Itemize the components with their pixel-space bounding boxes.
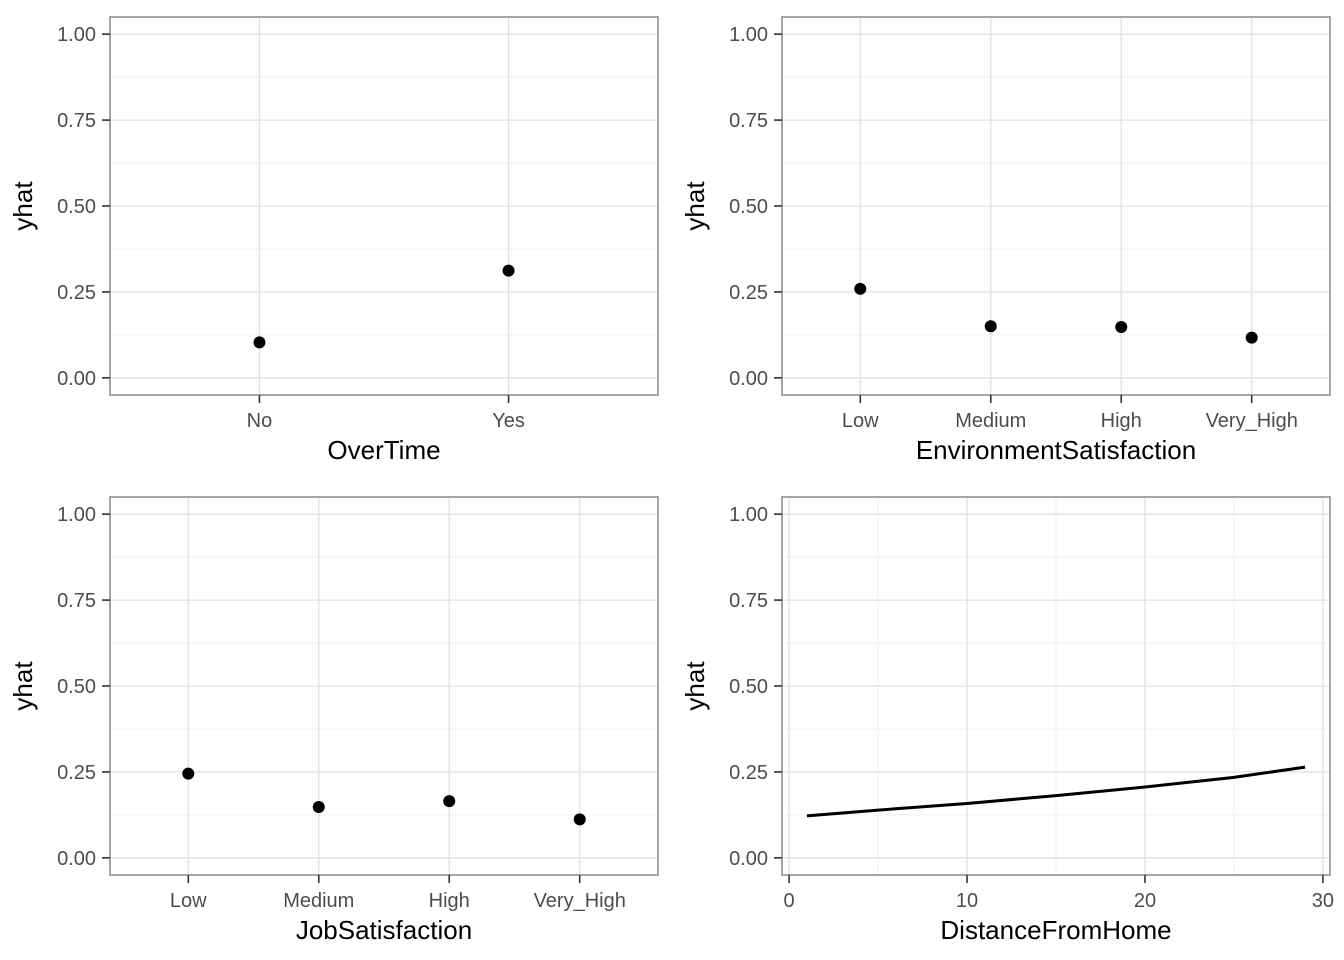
- y-tick-label: 0.00: [57, 848, 96, 870]
- x-tick-label: 20: [1134, 890, 1156, 912]
- data-point: [1115, 320, 1128, 333]
- data-point: [182, 767, 195, 780]
- x-tick-label: Medium: [955, 410, 1026, 432]
- y-tick-label: 0.25: [57, 762, 96, 784]
- data-point: [573, 813, 586, 826]
- chart-distance-from-home: 0.00 0.25 0.50 0.75 1.00 0 10 20 30 DistanceFromH…: [680, 496, 1334, 945]
- y-tick-label: 0.00: [729, 848, 768, 870]
- y-tick-label: 0.50: [57, 676, 96, 698]
- x-tick-label: No: [247, 410, 273, 432]
- x-tick-label: Very_High: [1206, 410, 1298, 432]
- chart-job-satisfaction: 0.00 0.25 0.50 0.75 1.00 Low Medium High Very_Hi…: [8, 496, 659, 945]
- y-tick-label: 0.75: [57, 110, 96, 132]
- y-tick-label: 0.75: [729, 110, 768, 132]
- x-tick-label: Low: [842, 410, 879, 432]
- x-tick-label: Yes: [492, 410, 525, 432]
- y-tick-label: 1.00: [729, 504, 768, 526]
- y-tick-label: 0.75: [57, 590, 96, 612]
- y-tick-label: 0.50: [729, 196, 768, 218]
- x-tick-label: Low: [170, 890, 207, 912]
- y-tick-label: 0.25: [57, 282, 96, 304]
- data-point: [984, 320, 997, 333]
- y-tick-label: 0.50: [57, 196, 96, 218]
- y-tick-label: 0.25: [729, 282, 768, 304]
- data-point: [443, 795, 456, 808]
- y-axis-title: yhat: [8, 181, 38, 231]
- y-tick-label: 0.75: [729, 590, 768, 612]
- x-tick-label: 10: [956, 890, 978, 912]
- chart-environment-satisfaction: 0.00 0.25 0.50 0.75 1.00 Low Medium High Very_Hi…: [680, 16, 1331, 465]
- chart-overtime: 0.00 0.25 0.50 0.75 1.00 No Yes OverTime yhat: [8, 16, 659, 465]
- y-tick-label: 1.00: [729, 24, 768, 46]
- y-tick-label: 0.00: [729, 368, 768, 390]
- y-tick-label: 1.00: [57, 504, 96, 526]
- x-tick-label: Medium: [283, 890, 354, 912]
- data-point: [253, 336, 266, 349]
- y-tick-label: 0.25: [729, 762, 768, 784]
- x-tick-label: Very_High: [534, 890, 626, 912]
- data-point: [312, 800, 325, 813]
- x-tick-label: 30: [1312, 890, 1334, 912]
- y-axis-title: yhat: [8, 661, 38, 711]
- y-axis-title: yhat: [680, 661, 710, 711]
- x-axis-title: DistanceFromHome: [940, 915, 1171, 945]
- data-point: [1245, 331, 1258, 344]
- x-tick-label: 0: [784, 890, 795, 912]
- y-tick-label: 1.00: [57, 24, 96, 46]
- panel-distance-from-home: 0.00 0.25 0.50 0.75 1.00 0 10 20 30 DistanceFromH…: [672, 480, 1344, 960]
- data-line: [806, 765, 1306, 818]
- panel-job-satisfaction: 0.00 0.25 0.50 0.75 1.00 Low Medium High Very_Hi…: [0, 480, 672, 960]
- x-axis-title: OverTime: [327, 435, 440, 465]
- x-axis-title: JobSatisfaction: [296, 915, 472, 945]
- data-point: [854, 282, 867, 295]
- y-tick-label: 0.00: [57, 368, 96, 390]
- panel-environment-satisfaction: 0.00 0.25 0.50 0.75 1.00 Low Medium High Very_Hi…: [672, 0, 1344, 480]
- y-tick-label: 0.50: [729, 676, 768, 698]
- y-axis-title: yhat: [680, 181, 710, 231]
- x-tick-label: High: [429, 890, 470, 912]
- panel-overtime: 0.00 0.25 0.50 0.75 1.00 No Yes OverTime yhat: [0, 0, 672, 480]
- x-axis-title: EnvironmentSatisfaction: [916, 435, 1196, 465]
- data-point: [502, 264, 515, 277]
- x-tick-label: High: [1101, 410, 1142, 432]
